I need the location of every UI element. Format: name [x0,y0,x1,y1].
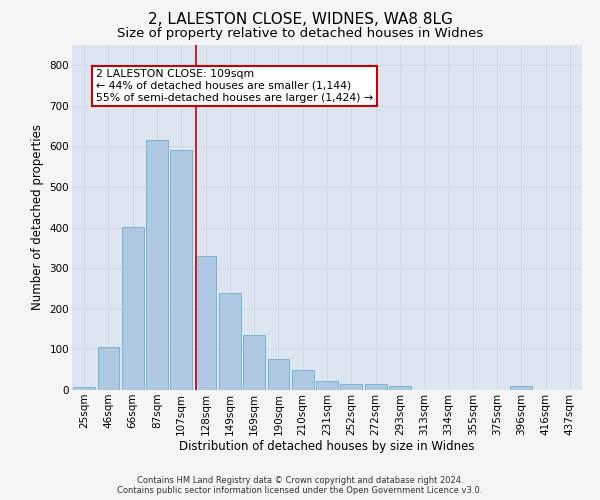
Bar [316,381,338,390]
Bar [365,384,386,390]
Bar [194,256,217,390]
Y-axis label: Number of detached properties: Number of detached properties [31,124,44,310]
Text: Size of property relative to detached houses in Widnes: Size of property relative to detached ho… [117,28,483,40]
Bar [340,384,362,390]
Bar [511,386,532,390]
Bar [73,387,95,390]
Bar [122,227,143,390]
X-axis label: Distribution of detached houses by size in Widnes: Distribution of detached houses by size … [179,440,475,454]
Bar [97,346,119,390]
Bar [268,358,289,390]
Bar [219,294,241,390]
Text: 2, LALESTON CLOSE, WIDNES, WA8 8LG: 2, LALESTON CLOSE, WIDNES, WA8 8LG [148,12,452,28]
Bar [170,150,192,390]
Bar [243,335,265,390]
Bar [389,386,411,390]
Text: Contains HM Land Registry data © Crown copyright and database right 2024.
Contai: Contains HM Land Registry data © Crown c… [118,476,482,495]
Bar [292,370,314,390]
Bar [146,140,168,390]
Text: 2 LALESTON CLOSE: 109sqm
← 44% of detached houses are smaller (1,144)
55% of sem: 2 LALESTON CLOSE: 109sqm ← 44% of detach… [96,70,373,102]
